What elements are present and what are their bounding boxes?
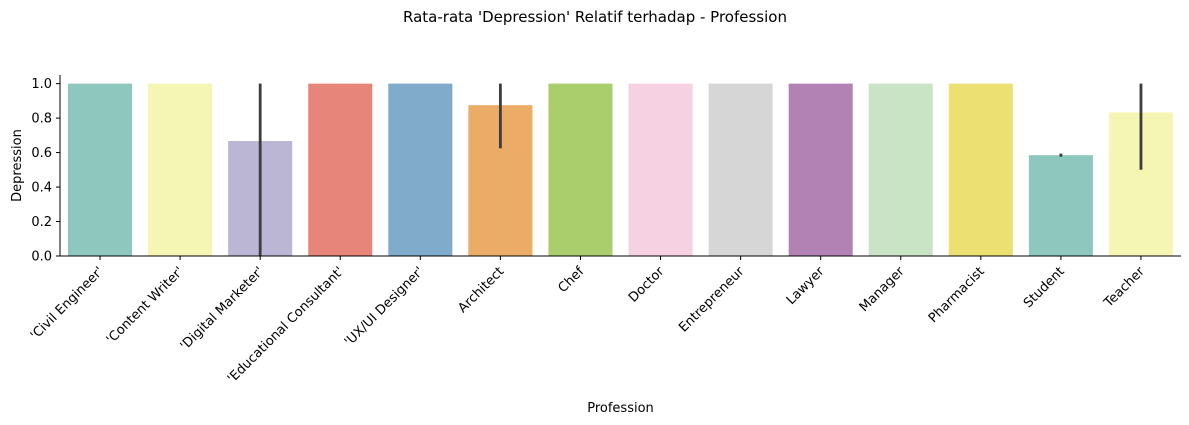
y-tick-label-5: 1.0: [31, 77, 52, 92]
x-tick-label-1: 'Content Writer': [104, 264, 187, 347]
x-tick-label-11: Pharmacist: [926, 264, 988, 326]
bar-12: [1028, 155, 1093, 256]
x-tick-label-13: Teacher: [1101, 264, 1148, 311]
bar-4: [388, 83, 453, 256]
bar-10: [868, 83, 933, 256]
bar-6: [548, 83, 613, 256]
bar-7: [628, 83, 693, 256]
bars-layer: [68, 83, 1173, 257]
x-tick-label-0: 'Civil Engineer': [28, 264, 107, 343]
y-tick-label-3: 0.6: [31, 146, 52, 161]
x-tick-label-5: Architect: [455, 264, 507, 316]
error-bars-layer: [258, 83, 1143, 256]
bar-1: [148, 83, 213, 256]
x-tick-label-10: Manager: [857, 264, 908, 315]
x-tick-label-7: Doctor: [626, 264, 668, 306]
x-tick-label-6: Chef: [556, 264, 588, 296]
bar-9: [788, 83, 853, 256]
y-axis-label: Depression: [10, 129, 25, 202]
bar-11: [948, 83, 1013, 256]
chart-title: Rata-rata 'Depression' Relatif terhadap …: [403, 8, 787, 26]
x-tick-label-9: Lawyer: [784, 264, 828, 308]
y-tick-label-4: 0.8: [31, 112, 52, 127]
y-tick-label-2: 0.4: [31, 181, 52, 196]
x-ticks: 'Civil Engineer''Content Writer''Digital…: [28, 256, 1148, 386]
x-tick-label-12: Student: [1021, 264, 1068, 311]
x-tick-label-2: 'Digital Marketer': [178, 264, 267, 353]
x-tick-label-4: 'UX/UI Designer': [342, 264, 427, 349]
y-tick-label-0: 0.0: [31, 250, 52, 265]
bar-3: [308, 83, 373, 256]
bar-0: [68, 83, 133, 256]
bar-8: [708, 83, 773, 256]
y-ticks: 0.0 0.2 0.4 0.6 0.8 1.0: [31, 77, 60, 265]
x-axis-label: Profession: [587, 401, 654, 416]
x-tick-label-8: Entrepreneur: [676, 264, 748, 336]
y-tick-label-1: 0.2: [31, 215, 52, 230]
